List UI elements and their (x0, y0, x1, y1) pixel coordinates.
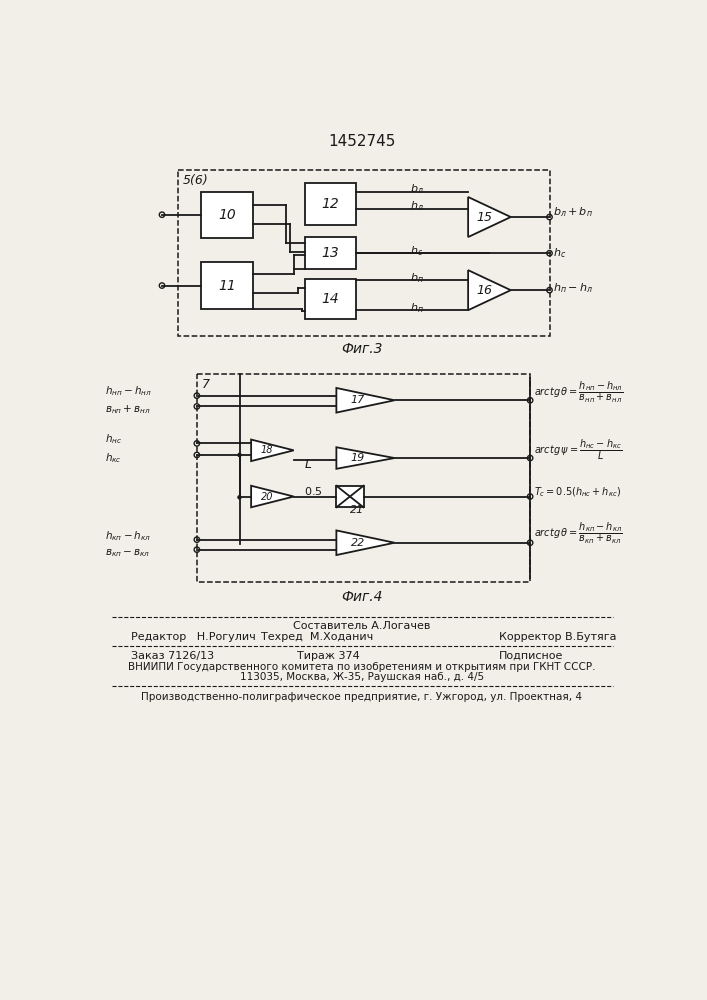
Text: $\mathit{arctg\,\psi{=}\dfrac{h_{нс}-h_{кс}}{L}}$: $\mathit{arctg\,\psi{=}\dfrac{h_{нс}-h_{… (534, 437, 622, 462)
Circle shape (238, 496, 241, 499)
Text: 10: 10 (218, 208, 236, 222)
Text: 22: 22 (351, 538, 365, 548)
Text: Составитель А.Логачев: Составитель А.Логачев (293, 621, 431, 631)
Bar (337, 486, 363, 507)
Bar (197, 374, 530, 582)
Text: 1452745: 1452745 (328, 134, 396, 149)
Bar (177, 170, 549, 336)
Text: Фиг.3: Фиг.3 (341, 342, 382, 356)
Polygon shape (468, 197, 510, 237)
Text: $\mathit{в_{нп}+в_{нл}}$: $\mathit{в_{нп}+в_{нл}}$ (105, 403, 151, 416)
Bar (305, 237, 356, 269)
Circle shape (238, 453, 241, 456)
Text: $\mathit{в_{кп}-в_{кл}}$: $\mathit{в_{кп}-в_{кл}}$ (105, 547, 151, 559)
Text: Корректор В.Бутяга: Корректор В.Бутяга (499, 632, 617, 642)
Polygon shape (251, 440, 293, 461)
Text: 19: 19 (351, 453, 365, 463)
Text: 113035, Москва, Ж-35, Раушская наб., д. 4/5: 113035, Москва, Ж-35, Раушская наб., д. … (240, 672, 484, 682)
Text: 15: 15 (476, 211, 492, 224)
Text: Производственно-полиграфическое предприятие, г. Ужгород, ул. Проектная, 4: Производственно-полиграфическое предприя… (141, 692, 583, 702)
Text: $\mathit{b_л}$: $\mathit{b_л}$ (410, 182, 423, 196)
Text: 11: 11 (218, 279, 236, 293)
Text: $\mathit{L}$: $\mathit{L}$ (304, 458, 312, 471)
Polygon shape (337, 447, 395, 469)
Text: $\mathit{h_л}$: $\mathit{h_л}$ (410, 199, 423, 213)
Text: 5(6): 5(6) (183, 174, 209, 187)
Text: $\mathit{arctg\,\theta{=}\dfrac{h_{нп}-h_{нл}}{в_{нп}+в_{нл}}}$: $\mathit{arctg\,\theta{=}\dfrac{h_{нп}-h… (534, 379, 624, 405)
Text: 18: 18 (261, 445, 273, 455)
Text: 13: 13 (322, 246, 339, 260)
Text: Заказ 7126/13: Заказ 7126/13 (131, 651, 214, 661)
Polygon shape (337, 388, 395, 413)
Text: 20: 20 (261, 492, 273, 502)
Text: $\mathit{h_c}$: $\mathit{h_c}$ (554, 246, 566, 260)
Text: $\mathit{h_{нс}}$: $\mathit{h_{нс}}$ (105, 433, 122, 446)
Text: $\mathit{h_п}$: $\mathit{h_п}$ (410, 301, 423, 315)
Text: Техред  М.Ходанич: Техред М.Ходанич (261, 632, 373, 642)
Text: 21: 21 (349, 505, 364, 515)
Text: Подписное: Подписное (499, 651, 563, 661)
Text: 12: 12 (322, 197, 339, 211)
Bar (201, 192, 253, 238)
Text: Фиг.4: Фиг.4 (341, 590, 382, 604)
Polygon shape (468, 270, 510, 310)
Text: $\mathit{h_c}$: $\mathit{h_c}$ (410, 244, 423, 258)
Text: $\mathit{arctg\,\theta{=}\dfrac{h_{кп}-h_{кл}}{в_{кп}+в_{кл}}}$: $\mathit{arctg\,\theta{=}\dfrac{h_{кп}-h… (534, 521, 623, 546)
Text: $\mathit{b_п}$: $\mathit{b_п}$ (410, 271, 423, 285)
Text: $\mathit{h_{кс}}$: $\mathit{h_{кс}}$ (105, 451, 122, 465)
Polygon shape (251, 486, 293, 507)
Text: Тираж 374: Тираж 374 (297, 651, 360, 661)
Text: ВНИИПИ Государственного комитета по изобретениям и открытиям при ГКНТ СССР.: ВНИИПИ Государственного комитета по изоб… (128, 662, 596, 672)
Text: 7: 7 (202, 378, 210, 391)
Text: $\mathit{h_п-h_л}$: $\mathit{h_п-h_л}$ (554, 281, 593, 295)
Text: 14: 14 (322, 292, 339, 306)
Text: $\mathit{b_л+b_п}$: $\mathit{b_л+b_п}$ (554, 206, 593, 219)
Bar (305, 183, 356, 225)
Bar (201, 262, 253, 309)
Text: $\mathit{0.5}$: $\mathit{0.5}$ (304, 485, 322, 497)
Text: Редактор   Н.Рогулич: Редактор Н.Рогулич (131, 632, 256, 642)
Bar (305, 279, 356, 319)
Text: 16: 16 (476, 284, 492, 297)
Text: $\mathit{T_c{=}0.5(h_{нс}+h_{кс})}$: $\mathit{T_c{=}0.5(h_{нс}+h_{кс})}$ (534, 485, 621, 499)
Polygon shape (337, 530, 395, 555)
Text: 17: 17 (351, 395, 365, 405)
Text: $\mathit{h_{кп}-h_{кл}}$: $\mathit{h_{кп}-h_{кл}}$ (105, 529, 151, 543)
Text: $\mathit{h_{нп}-h_{нл}}$: $\mathit{h_{нп}-h_{нл}}$ (105, 384, 152, 398)
